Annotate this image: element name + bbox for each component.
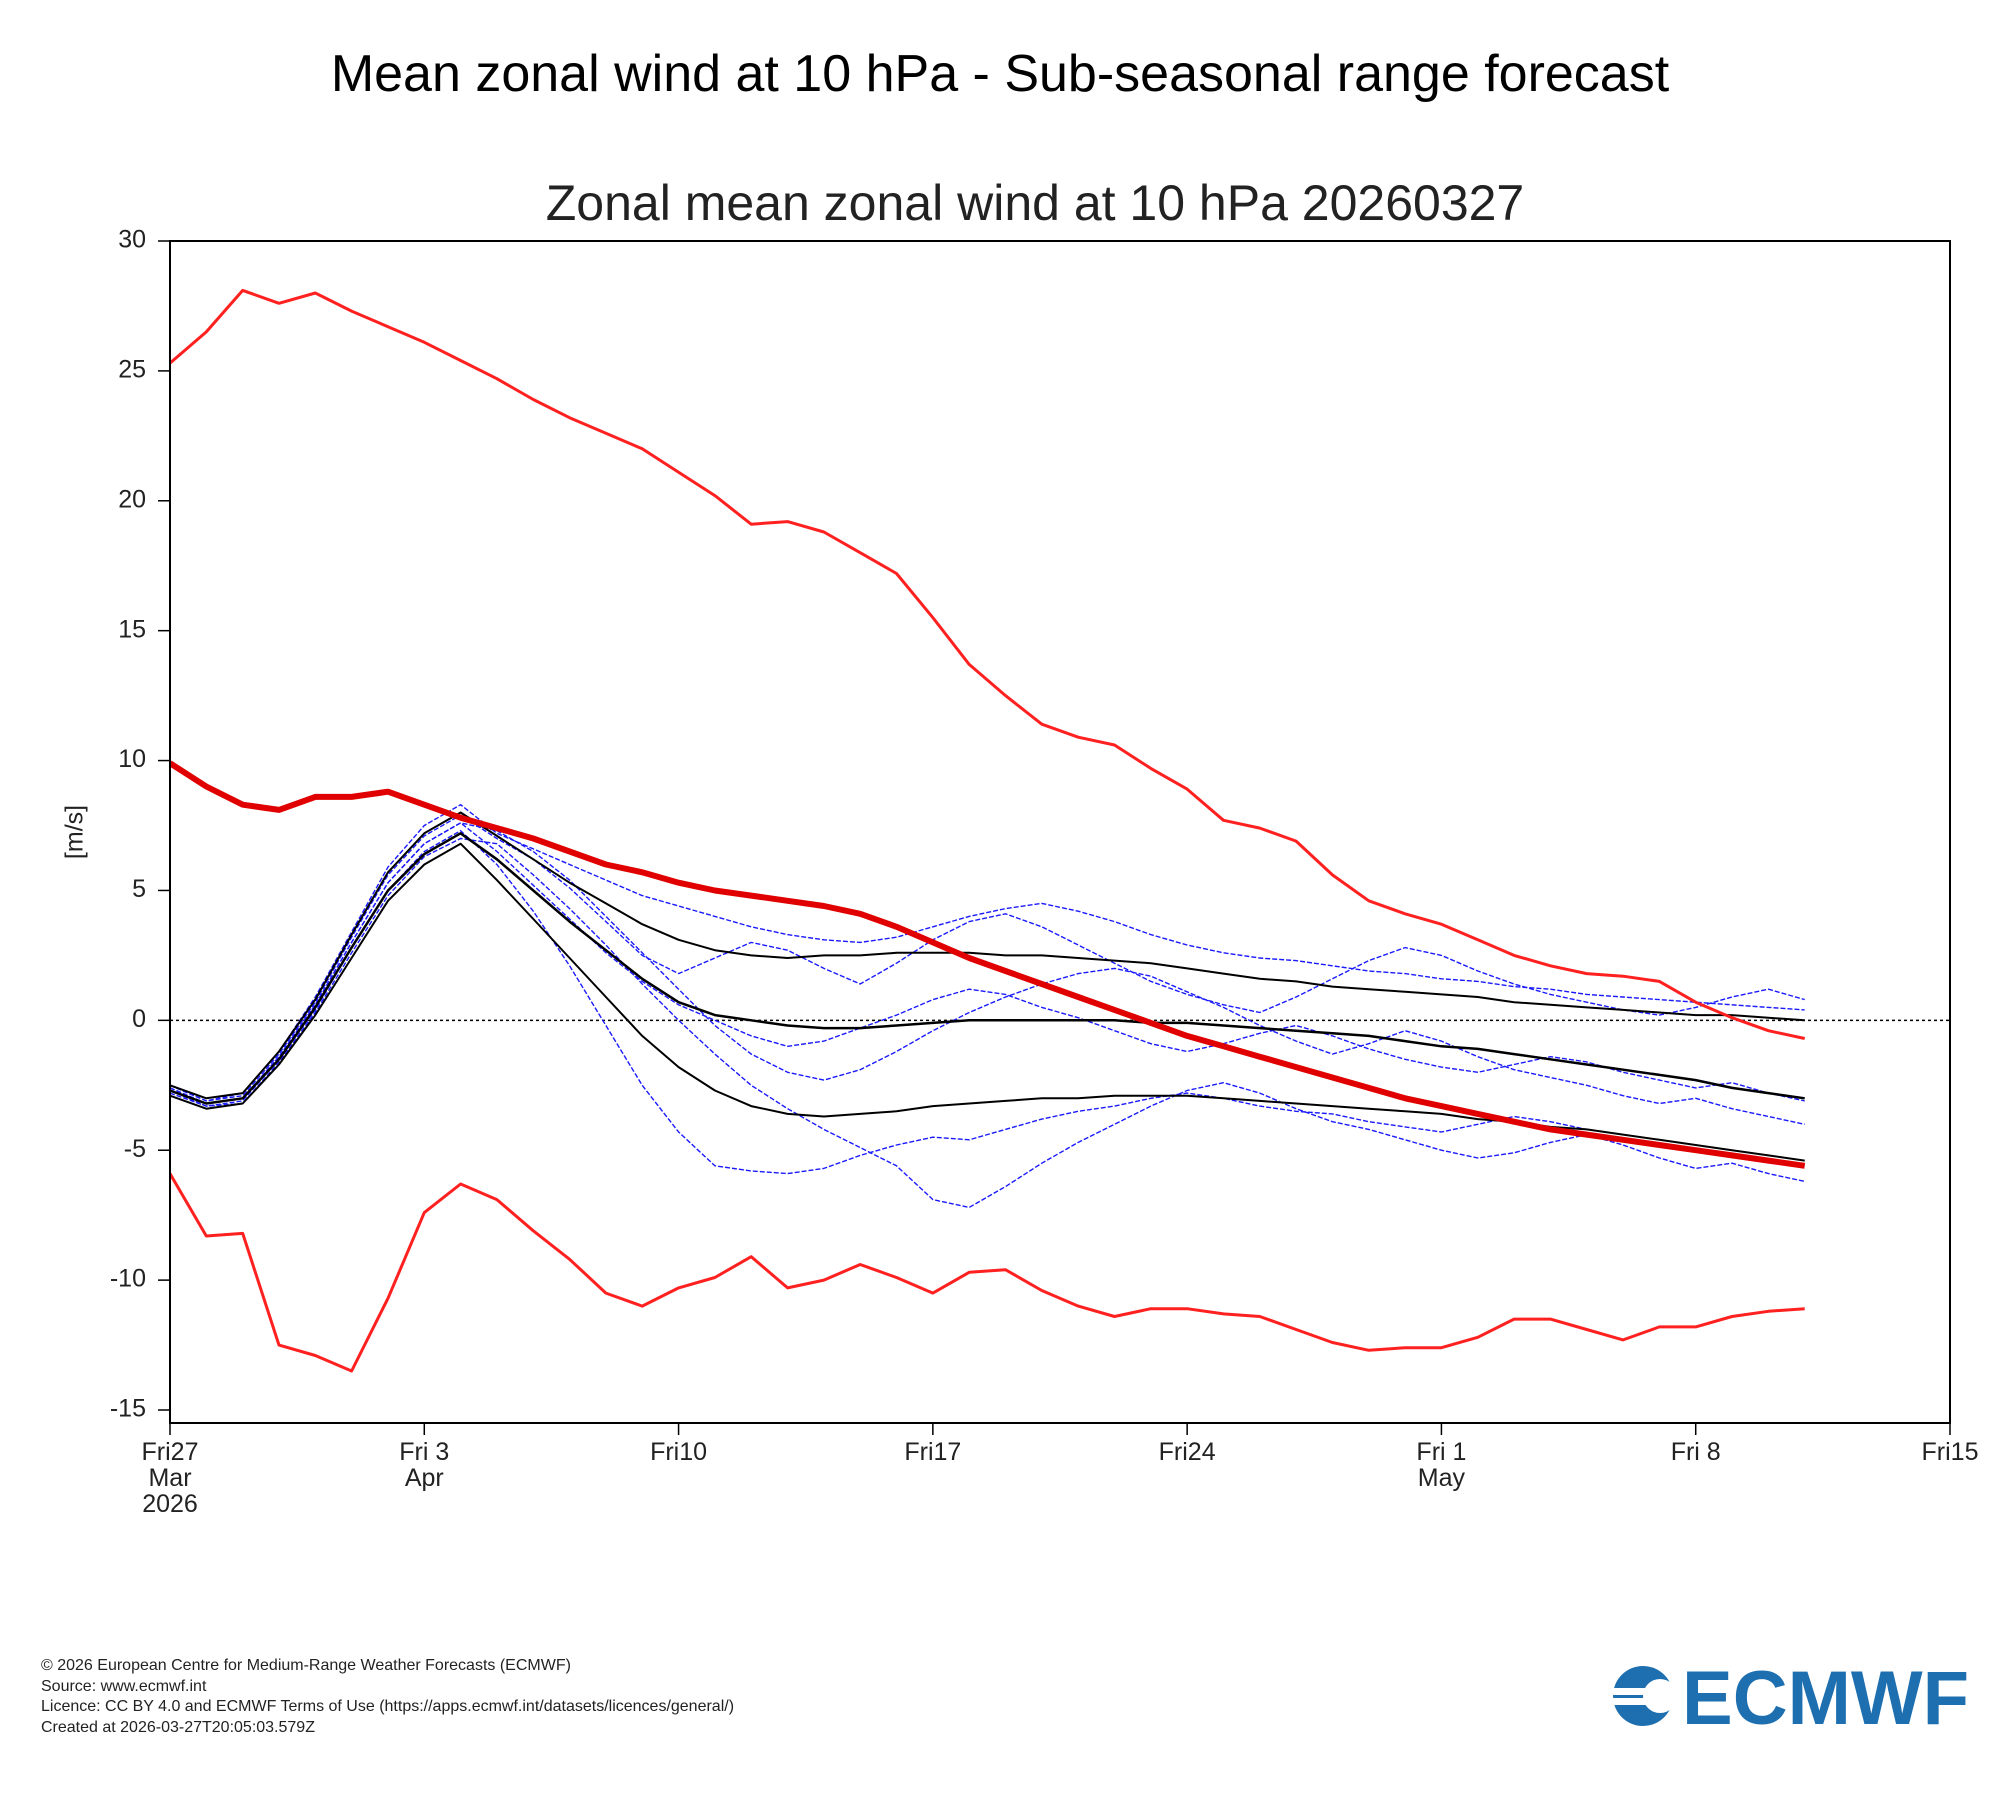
y-axis-label: [m/s] bbox=[61, 805, 89, 859]
y-tick-label: 20 bbox=[118, 485, 146, 513]
logo: ECMWF bbox=[1606, 1656, 1969, 1741]
page-title: Mean zonal wind at 10 hPa - Sub-seasonal… bbox=[330, 45, 1670, 103]
series-line bbox=[170, 811, 1805, 1100]
series-line bbox=[170, 822, 1805, 1125]
x-tick-label: Fri15 bbox=[1921, 1438, 1979, 1466]
logo-icon-stripe bbox=[1606, 1688, 1652, 1695]
series-line bbox=[170, 830, 1805, 1175]
x-tick-label: Fri 1 May bbox=[1416, 1438, 1467, 1492]
logo-text: ECMWF bbox=[1682, 1656, 1969, 1741]
plot-frame bbox=[169, 240, 1951, 1424]
series-line bbox=[170, 842, 1805, 1162]
series-line bbox=[170, 288, 1806, 1040]
series-line bbox=[170, 837, 1805, 1209]
footer-line: Licence: CC BY 4.0 and ECMWF Terms of Us… bbox=[41, 1698, 735, 1715]
series-line bbox=[170, 832, 1805, 1105]
y-tick-label: -15 bbox=[110, 1395, 146, 1423]
y-tick-label: 10 bbox=[118, 745, 146, 773]
x-tick-label: Fri17 bbox=[904, 1438, 962, 1466]
footer-line: © 2026 European Centre for Medium-Range … bbox=[41, 1657, 571, 1674]
x-tick-label: Fri 8 bbox=[1670, 1438, 1721, 1466]
series-line bbox=[170, 822, 1805, 1105]
footer: © 2026 European Centre for Medium-Range … bbox=[41, 1656, 734, 1738]
y-tick-label: 5 bbox=[132, 875, 146, 903]
footer-line: Created at 2026-03-27T20:05:03.579Z bbox=[41, 1718, 315, 1736]
y-tick-label: 0 bbox=[132, 1005, 146, 1033]
y-tick-label: 30 bbox=[118, 226, 146, 254]
logo-icon-stripe bbox=[1606, 1698, 1652, 1705]
footer-line: Source: www.ecmwf.int bbox=[41, 1677, 207, 1695]
y-tick-label: -10 bbox=[110, 1265, 146, 1293]
x-tick-label: Fri24 bbox=[1158, 1438, 1216, 1466]
plot-area bbox=[170, 288, 1806, 1373]
y-tick-label: 25 bbox=[118, 355, 146, 383]
chart-title: Zonal mean zonal wind at 10 hPa 20260327 bbox=[546, 175, 1525, 231]
x-tick-label: Fri27 Mar 2026 bbox=[141, 1438, 199, 1518]
y-tick-label: -5 bbox=[124, 1135, 146, 1163]
x-tick-label: Fri 3 Apr bbox=[399, 1438, 450, 1492]
series-line bbox=[170, 814, 1805, 1102]
logo-icon-cut bbox=[1643, 1679, 1677, 1713]
series-line bbox=[170, 804, 1805, 1102]
series-line bbox=[170, 760, 1806, 1169]
x-tick-label: Fri10 bbox=[650, 1438, 708, 1466]
y-tick-label: 15 bbox=[118, 615, 146, 643]
series-line bbox=[170, 1172, 1805, 1373]
